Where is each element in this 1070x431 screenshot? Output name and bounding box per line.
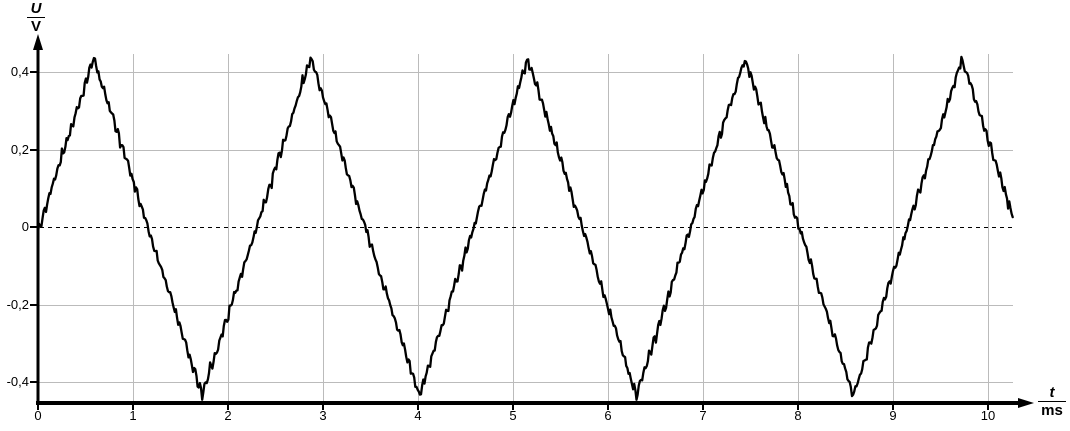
y-tick-label: 0,4: [10, 64, 29, 79]
x-tick-mark: [797, 405, 799, 410]
x-tick-label: 6: [604, 408, 612, 423]
y-axis-label-denominator: V: [30, 18, 41, 35]
y-tick-mark: [30, 381, 38, 383]
x-tick-label: 10: [980, 408, 996, 423]
x-tick-label: 5: [509, 408, 517, 423]
x-tick-label: 8: [794, 408, 802, 423]
y-axis-arrowhead: [33, 34, 43, 50]
waveform-trace: [36, 55, 1014, 401]
x-tick-mark: [987, 405, 989, 410]
x-axis-arrowhead: [1018, 398, 1034, 408]
y-tick-label: 0,2: [10, 142, 29, 157]
y-axis-line: [36, 40, 40, 405]
x-tick-label: 7: [699, 408, 707, 423]
y-tick-mark: [30, 71, 38, 73]
x-tick-mark: [322, 405, 324, 410]
x-axis-line: [36, 401, 1021, 405]
x-tick-label: 4: [414, 408, 422, 423]
x-tick-label: 2: [224, 408, 232, 423]
y-tick-mark: [30, 226, 38, 228]
x-tick-mark: [607, 405, 609, 410]
x-axis-label-denominator: ms: [1041, 402, 1063, 419]
x-axis-label-fraction: t ms: [1038, 385, 1066, 418]
x-tick-mark: [417, 405, 419, 410]
x-tick-label: 0: [34, 408, 42, 423]
x-tick-mark: [512, 405, 514, 410]
y-axis-label-fraction: U V: [27, 1, 45, 34]
x-tick-mark: [892, 405, 894, 410]
x-tick-mark: [702, 405, 704, 410]
x-tick-label: 1: [129, 408, 137, 423]
y-tick-mark: [30, 304, 38, 306]
y-tick-label: -0,2: [6, 297, 29, 312]
x-axis-label-numerator: t: [1038, 385, 1066, 402]
y-tick-mark: [30, 149, 38, 151]
x-tick-label: 9: [889, 408, 897, 423]
x-tick-mark: [227, 405, 229, 410]
y-axis-label-numerator: U: [27, 1, 45, 18]
x-tick-label: 3: [319, 408, 327, 423]
y-tick-label: -0,4: [6, 374, 29, 389]
x-tick-mark: [37, 405, 39, 410]
y-tick-label: 0: [21, 219, 29, 234]
x-tick-mark: [132, 405, 134, 410]
